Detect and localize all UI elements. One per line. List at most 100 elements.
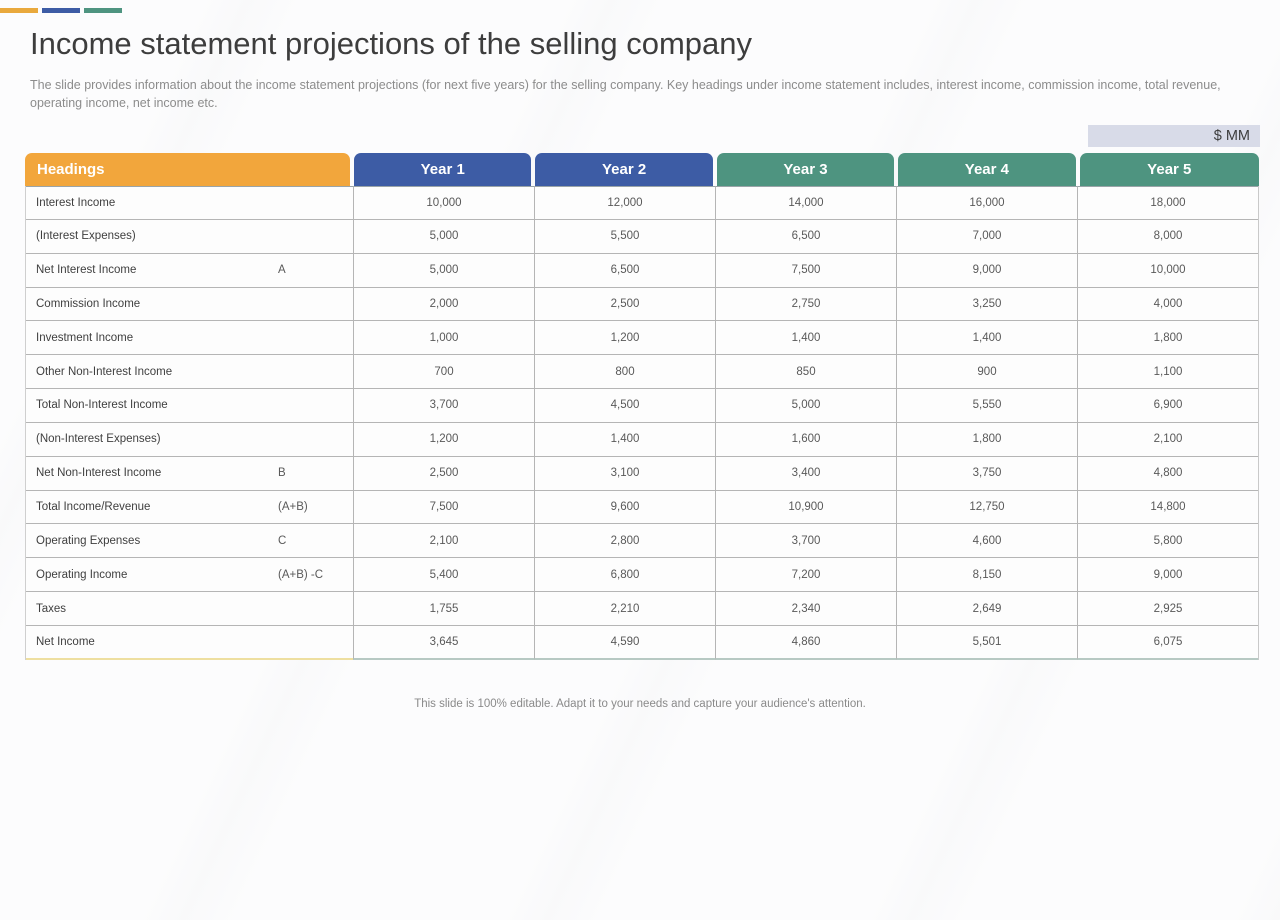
row-label-cell: Operating Expenses C: [26, 524, 353, 559]
value-cell-year-5: 5,800: [1077, 524, 1258, 559]
accent-bar-2: [84, 8, 122, 13]
value-cell-year-2: 800: [534, 355, 715, 390]
row-formula-code: C: [278, 534, 287, 547]
value-cell-year-5: 4,800: [1077, 456, 1258, 491]
value-cell-year-1: 700: [353, 355, 534, 390]
value-cell-year-3: 2,340: [715, 592, 896, 626]
value-cell-year-1: 3,700: [353, 389, 534, 423]
table-row: Total Income/Revenue (A+B) 7,500 9,600 10,90…: [26, 490, 1258, 525]
value-cell-year-2: 3,100: [534, 456, 715, 491]
table-row: Taxes 1,755 2,210 2,340 2,649 2,925: [26, 592, 1258, 626]
value-cell-year-3: 1,600: [715, 422, 896, 457]
value-cell-year-1: 2,100: [353, 524, 534, 559]
header-cell-year-2: Year 2: [533, 153, 714, 186]
year-column-header: Year 4: [898, 153, 1076, 186]
table-row: (Interest Expenses) 5,000 5,500 6,500 7,000 8…: [26, 219, 1258, 254]
value-cell-year-3: 4,860: [715, 625, 896, 660]
table-header-row: Headings Year 1 Year 2 Year 3 Year 4 Year 5: [25, 153, 1259, 186]
row-label: Interest Income: [36, 196, 116, 209]
row-label-cell: Net Interest Income A: [26, 254, 353, 288]
value-cell-year-4: 1,800: [896, 422, 1077, 457]
value-cell-year-2: 2,210: [534, 592, 715, 626]
row-label-cell: Taxes: [26, 592, 353, 626]
value-cell-year-2: 1,400: [534, 422, 715, 457]
value-cell-year-5: 6,075: [1077, 625, 1258, 660]
value-cell-year-2: 5,500: [534, 219, 715, 254]
value-cell-year-2: 4,590: [534, 625, 715, 660]
value-cell-year-1: 1,000: [353, 321, 534, 356]
table-row: Other Non-Interest Income 700 800 850 900 1,1…: [26, 355, 1258, 390]
value-cell-year-2: 6,800: [534, 558, 715, 593]
value-cell-year-5: 8,000: [1077, 219, 1258, 254]
header-cell-year-3: Year 3: [715, 153, 896, 186]
year-column-header: Year 3: [716, 153, 895, 186]
table-body: Interest Income 10,000 12,000 14,000 16,000 1…: [25, 186, 1259, 660]
header-cell-year-4: Year 4: [896, 153, 1077, 186]
value-cell-year-2: 2,500: [534, 287, 715, 322]
accent-bar-0: [0, 8, 38, 13]
value-cell-year-5: 6,900: [1077, 389, 1258, 423]
value-cell-year-3: 7,200: [715, 558, 896, 593]
row-label: (Interest Expenses): [36, 230, 136, 243]
value-cell-year-2: 9,600: [534, 490, 715, 525]
row-formula-code: (A+B): [278, 501, 308, 514]
slide-description: The slide provides information about the…: [30, 78, 1221, 111]
value-cell-year-4: 4,600: [896, 524, 1077, 559]
value-cell-year-4: 2,649: [896, 592, 1077, 626]
footer-note: This slide is 100% editable. Adapt it to…: [414, 698, 866, 710]
row-formula-code: B: [278, 467, 286, 480]
row-label-cell: Interest Income: [26, 186, 353, 220]
value-cell-year-5: 1,800: [1077, 321, 1258, 356]
value-cell-year-3: 850: [715, 355, 896, 390]
value-cell-year-3: 10,900: [715, 490, 896, 525]
row-label: Other Non-Interest Income: [36, 365, 173, 378]
value-cell-year-1: 5,000: [353, 219, 534, 254]
value-cell-year-2: 1,200: [534, 321, 715, 356]
currency-unit-badge: $ MM: [1088, 125, 1260, 147]
row-label-cell: Operating Income (A+B) -C: [26, 558, 353, 593]
row-label: Commission Income: [36, 297, 141, 310]
row-label: Operating Income: [36, 568, 128, 581]
table-row: Net Income 3,645 4,590 4,860 5,501 6,075: [26, 625, 1258, 660]
value-cell-year-4: 9,000: [896, 253, 1077, 288]
value-cell-year-4: 900: [896, 355, 1077, 390]
row-label-cell: Investment Income: [26, 321, 353, 356]
table-row: Operating Expenses C 2,100 2,800 3,700 4,600 5…: [26, 524, 1258, 559]
row-label: Taxes: [36, 602, 67, 615]
value-cell-year-1: 3,645: [353, 625, 534, 660]
value-cell-year-5: 2,100: [1077, 422, 1258, 457]
value-cell-year-4: 16,000: [896, 186, 1077, 220]
table-row: Interest Income 10,000 12,000 14,000 16,000 1…: [26, 186, 1258, 220]
row-formula-code: (A+B) -C: [278, 568, 324, 581]
header-cell-headings: Headings: [25, 153, 352, 186]
row-label: Total Income/Revenue: [36, 501, 151, 514]
value-cell-year-3: 3,400: [715, 456, 896, 491]
header-cell-year-1: Year 1: [352, 153, 533, 186]
row-label: Net Interest Income: [36, 264, 137, 277]
table-row: Commission Income 2,000 2,500 2,750 3,250 4,0…: [26, 287, 1258, 322]
value-cell-year-1: 1,200: [353, 422, 534, 457]
value-cell-year-5: 18,000: [1077, 186, 1258, 220]
row-label: Total Non-Interest Income: [36, 399, 168, 412]
row-label-cell: Total Income/Revenue (A+B): [26, 491, 353, 525]
year-column-header: Year 2: [535, 153, 713, 186]
value-cell-year-3: 5,000: [715, 389, 896, 423]
value-cell-year-2: 12,000: [534, 186, 715, 220]
value-cell-year-2: 4,500: [534, 389, 715, 423]
row-label: Investment Income: [36, 331, 134, 344]
value-cell-year-3: 6,500: [715, 219, 896, 254]
row-label: Net Non-Interest Income: [36, 467, 162, 480]
table-row: Total Non-Interest Income 3,700 4,500 5,000…: [26, 389, 1258, 423]
row-label-cell: (Interest Expenses): [26, 220, 353, 254]
year-column-header: Year 1: [354, 153, 532, 186]
value-cell-year-5: 1,100: [1077, 355, 1258, 390]
value-cell-year-2: 6,500: [534, 253, 715, 288]
table-row: Operating Income (A+B) -C 5,400 6,800 7,200 8…: [26, 558, 1258, 593]
table-row: Net Non-Interest Income B 2,500 3,100 3,400 3…: [26, 456, 1258, 491]
row-label-cell: Net Income: [26, 626, 353, 660]
row-formula-code: A: [278, 264, 286, 277]
value-cell-year-1: 2,000: [353, 287, 534, 322]
row-label-cell: Commission Income: [26, 288, 353, 322]
table-row: (Non-Interest Expenses) 1,200 1,400 1,600 1,…: [26, 422, 1258, 457]
page-title: Income statement projections of the sell…: [30, 26, 752, 61]
